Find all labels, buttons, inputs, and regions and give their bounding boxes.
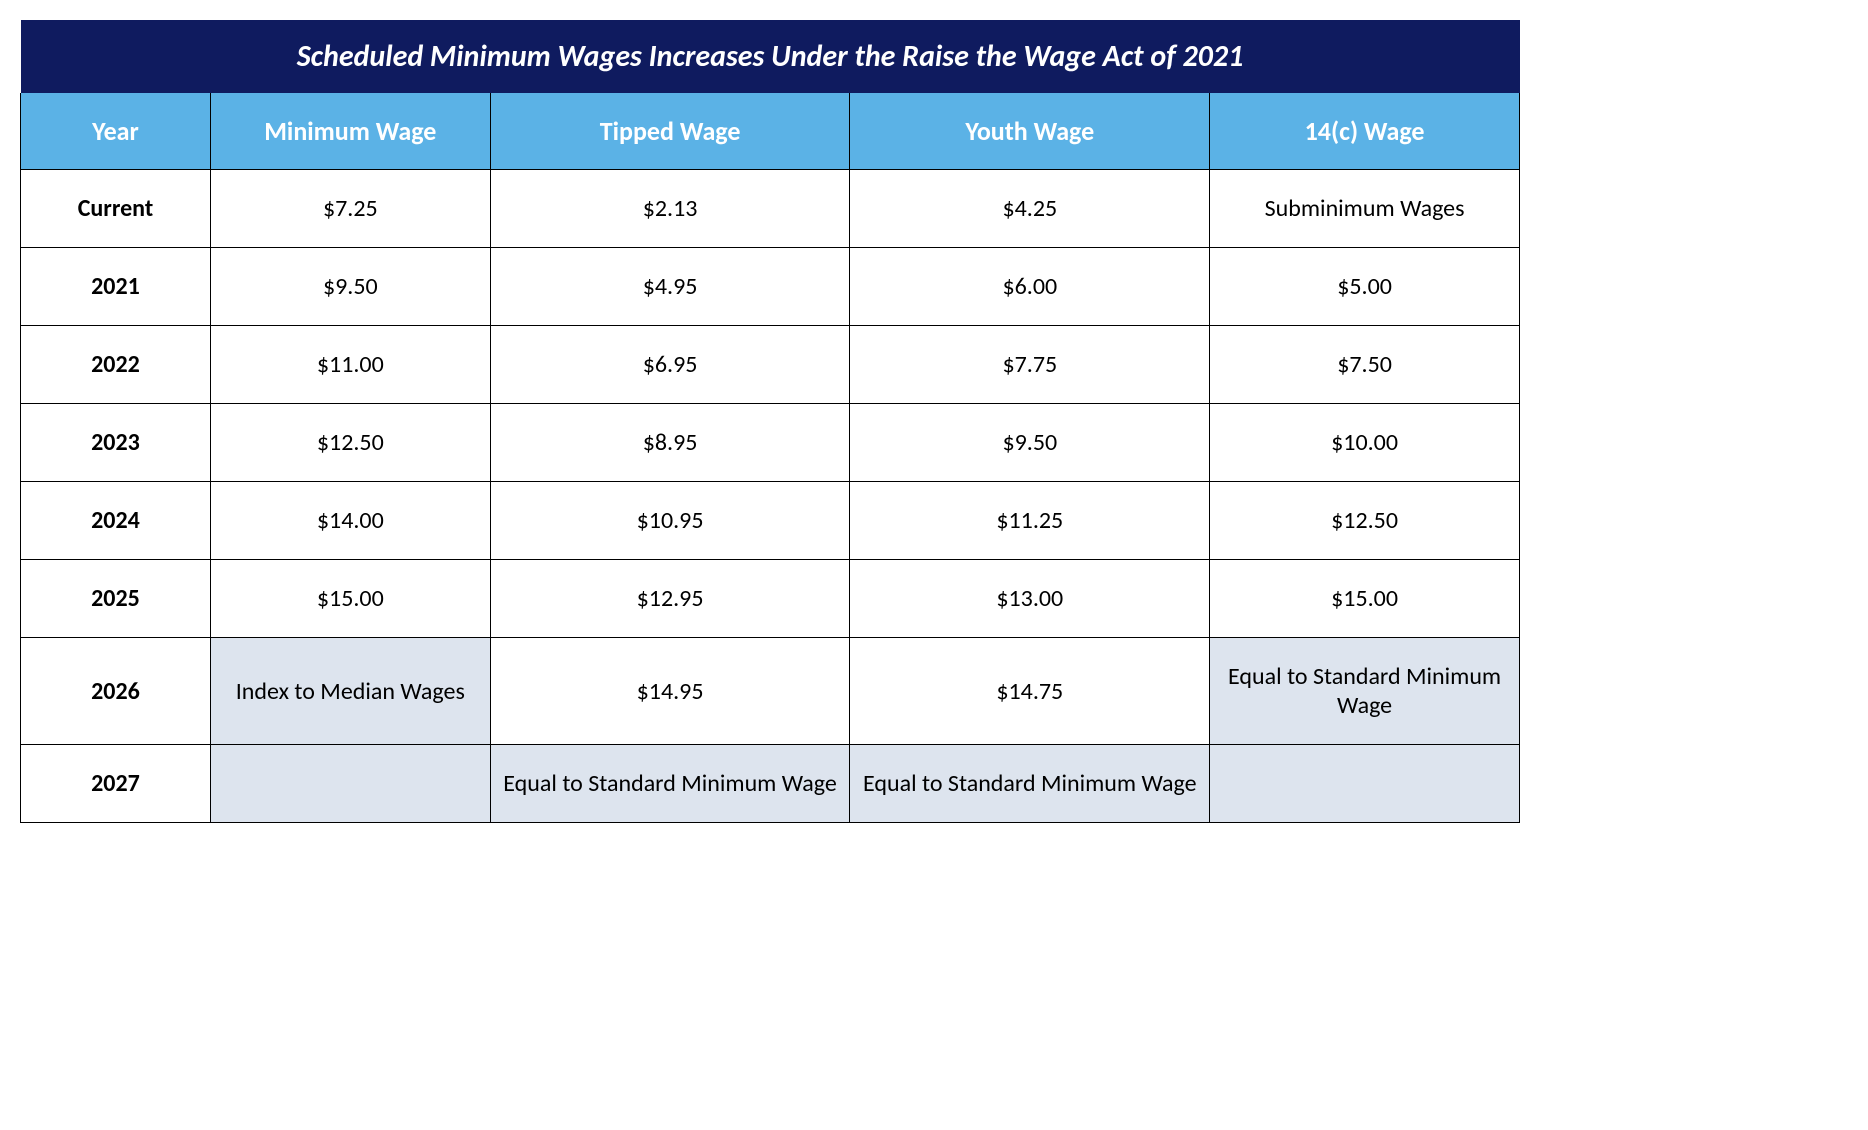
cell-tipped-wage: Equal to Standard Minimum Wage: [490, 745, 850, 823]
cell-youth-wage: $13.00: [850, 560, 1210, 638]
cell-14c-wage: Equal to Standard Minimum Wage: [1210, 638, 1520, 745]
cell-min-wage: Index to Median Wages: [210, 638, 490, 745]
table-title: Scheduled Minimum Wages Increases Under …: [21, 20, 1520, 93]
cell-14c-wage: $10.00: [1210, 404, 1520, 482]
cell-youth-wage: $14.75: [850, 638, 1210, 745]
col-header-14c: 14(c) Wage: [1210, 93, 1520, 170]
cell-youth-wage: $6.00: [850, 248, 1210, 326]
cell-14c-wage: $5.00: [1210, 248, 1520, 326]
cell-year: 2025: [21, 560, 211, 638]
col-header-tipped: Tipped Wage: [490, 93, 850, 170]
cell-year: 2027: [21, 745, 211, 823]
cell-year: 2022: [21, 326, 211, 404]
table-title-row: Scheduled Minimum Wages Increases Under …: [21, 20, 1520, 93]
cell-tipped-wage: $14.95: [490, 638, 850, 745]
cell-year: 2026: [21, 638, 211, 745]
cell-min-wage: $7.25: [210, 170, 490, 248]
cell-14c-wage: Subminimum Wages: [1210, 170, 1520, 248]
cell-youth-wage: $11.25: [850, 482, 1210, 560]
table-row: 2026Index to Median Wages$14.95$14.75Equ…: [21, 638, 1520, 745]
table-row: 2022$11.00$6.95$7.75$7.50: [21, 326, 1520, 404]
cell-14c-wage: $7.50: [1210, 326, 1520, 404]
table-row: 2024$14.00$10.95$11.25$12.50: [21, 482, 1520, 560]
cell-youth-wage: Equal to Standard Minimum Wage: [850, 745, 1210, 823]
table-row: 2021$9.50$4.95$6.00$5.00: [21, 248, 1520, 326]
cell-min-wage: $14.00: [210, 482, 490, 560]
cell-min-wage: [210, 745, 490, 823]
cell-youth-wage: $7.75: [850, 326, 1210, 404]
table-row: 2023$12.50$8.95$9.50$10.00: [21, 404, 1520, 482]
table-header-row: Year Minimum Wage Tipped Wage Youth Wage…: [21, 93, 1520, 170]
col-header-year: Year: [21, 93, 211, 170]
cell-min-wage: $15.00: [210, 560, 490, 638]
cell-youth-wage: $4.25: [850, 170, 1210, 248]
cell-youth-wage: $9.50: [850, 404, 1210, 482]
cell-year: 2023: [21, 404, 211, 482]
cell-min-wage: $9.50: [210, 248, 490, 326]
cell-14c-wage: $15.00: [1210, 560, 1520, 638]
cell-14c-wage: $12.50: [1210, 482, 1520, 560]
cell-14c-wage: [1210, 745, 1520, 823]
cell-tipped-wage: $10.95: [490, 482, 850, 560]
cell-tipped-wage: $6.95: [490, 326, 850, 404]
cell-year: Current: [21, 170, 211, 248]
cell-tipped-wage: $4.95: [490, 248, 850, 326]
cell-tipped-wage: $12.95: [490, 560, 850, 638]
cell-min-wage: $11.00: [210, 326, 490, 404]
table-row: 2027 Equal to Standard Minimum WageEqual …: [21, 745, 1520, 823]
cell-tipped-wage: $2.13: [490, 170, 850, 248]
table-row: Current$7.25$2.13$4.25Subminimum Wages: [21, 170, 1520, 248]
cell-year: 2021: [21, 248, 211, 326]
cell-min-wage: $12.50: [210, 404, 490, 482]
col-header-youth: Youth Wage: [850, 93, 1210, 170]
cell-year: 2024: [21, 482, 211, 560]
table-row: 2025$15.00$12.95$13.00$15.00: [21, 560, 1520, 638]
wage-table: Scheduled Minimum Wages Increases Under …: [20, 20, 1520, 823]
col-header-min: Minimum Wage: [210, 93, 490, 170]
cell-tipped-wage: $8.95: [490, 404, 850, 482]
